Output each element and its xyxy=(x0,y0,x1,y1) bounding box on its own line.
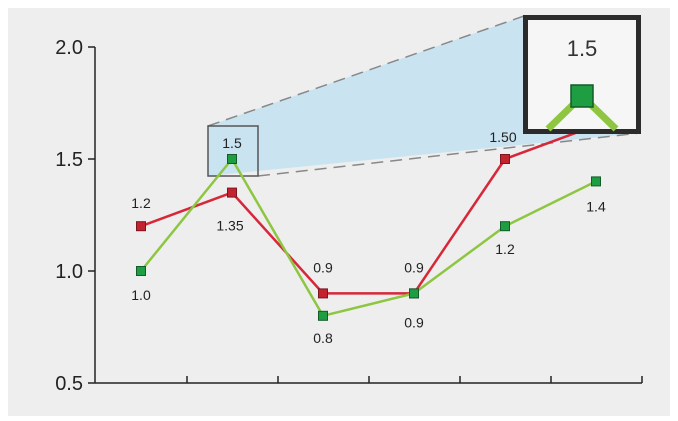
series-2-point xyxy=(136,266,146,276)
series-line-2 xyxy=(140,157,597,318)
y-tick-label: 0.5 xyxy=(55,373,83,395)
y-tick-label: 2.0 xyxy=(55,37,83,59)
series-1-data-label: 0.9 xyxy=(404,259,424,275)
series-1-point xyxy=(136,221,146,232)
zoom-point xyxy=(570,84,594,108)
series-2-point xyxy=(409,288,419,299)
series-2-data-label: 1.4 xyxy=(586,198,606,214)
series-1-point xyxy=(227,187,237,198)
y-tick-label: 1.5 xyxy=(55,149,83,171)
zoom-inset: 1.5 xyxy=(523,15,641,134)
zoom-guide-bottom xyxy=(257,132,641,177)
series-2-data-label: 1.0 xyxy=(131,287,151,303)
series-layer xyxy=(136,124,601,321)
series-1-data-label: 1.50 xyxy=(489,129,516,145)
highlight-box xyxy=(207,125,259,177)
series-2-point xyxy=(500,221,510,232)
series-1-point xyxy=(318,288,328,299)
data-labels: 1.2 1.35 0.9 0.9 1.50 1.0 1.5 0.8 0.9 1.2 1.4 xyxy=(131,129,606,346)
series-1-data-label: 1.35 xyxy=(216,218,243,234)
axes: 0.5 1.0 1.5 2.0 xyxy=(55,37,643,395)
series-2-point xyxy=(591,176,601,187)
series-2-data-label: 0.8 xyxy=(313,330,333,346)
series-line-1 xyxy=(140,124,597,295)
series-1-data-label: 0.9 xyxy=(313,259,333,275)
series-2-data-label: 1.2 xyxy=(495,241,515,257)
y-tick-label: 1.0 xyxy=(55,261,83,283)
zoom-point-label: 1.5 xyxy=(567,36,598,61)
series-1-point xyxy=(500,154,510,164)
series-1-data-label: 1.2 xyxy=(131,195,151,211)
series-2-point xyxy=(318,310,328,321)
series-2-data-label: 1.5 xyxy=(222,135,242,151)
series-2-data-label: 0.9 xyxy=(404,314,424,330)
zoom-inset-panel xyxy=(528,20,636,129)
series-2-point xyxy=(227,154,237,164)
